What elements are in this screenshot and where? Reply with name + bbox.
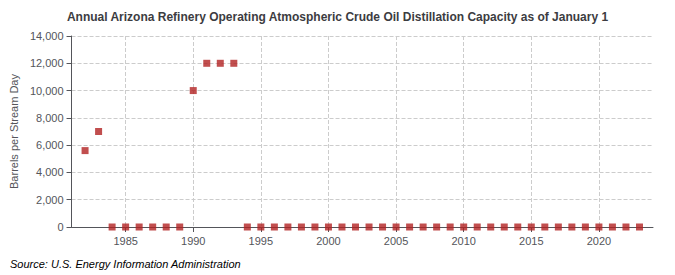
svg-text:2010: 2010 xyxy=(451,235,475,247)
svg-text:1990: 1990 xyxy=(181,235,205,247)
svg-text:Annual Arizona Refinery Operat: Annual Arizona Refinery Operating Atmosp… xyxy=(67,10,609,24)
svg-text:2020: 2020 xyxy=(587,235,611,247)
svg-text:1995: 1995 xyxy=(249,235,273,247)
svg-text:12,000: 12,000 xyxy=(30,57,64,69)
svg-text:2005: 2005 xyxy=(384,235,408,247)
svg-text:8,000: 8,000 xyxy=(36,112,64,124)
svg-text:Source: U.S. Energy Informatio: Source: U.S. Energy Information Administ… xyxy=(10,258,241,270)
svg-text:10,000: 10,000 xyxy=(30,85,64,97)
svg-text:Barrels per Stream Day: Barrels per Stream Day xyxy=(8,74,20,189)
svg-text:2015: 2015 xyxy=(519,235,543,247)
svg-text:2,000: 2,000 xyxy=(36,194,64,206)
svg-text:2000: 2000 xyxy=(316,235,340,247)
svg-text:14,000: 14,000 xyxy=(30,30,64,42)
svg-text:4,000: 4,000 xyxy=(36,166,64,178)
svg-text:0: 0 xyxy=(57,221,63,233)
svg-text:1985: 1985 xyxy=(113,235,137,247)
svg-text:6,000: 6,000 xyxy=(36,139,64,151)
